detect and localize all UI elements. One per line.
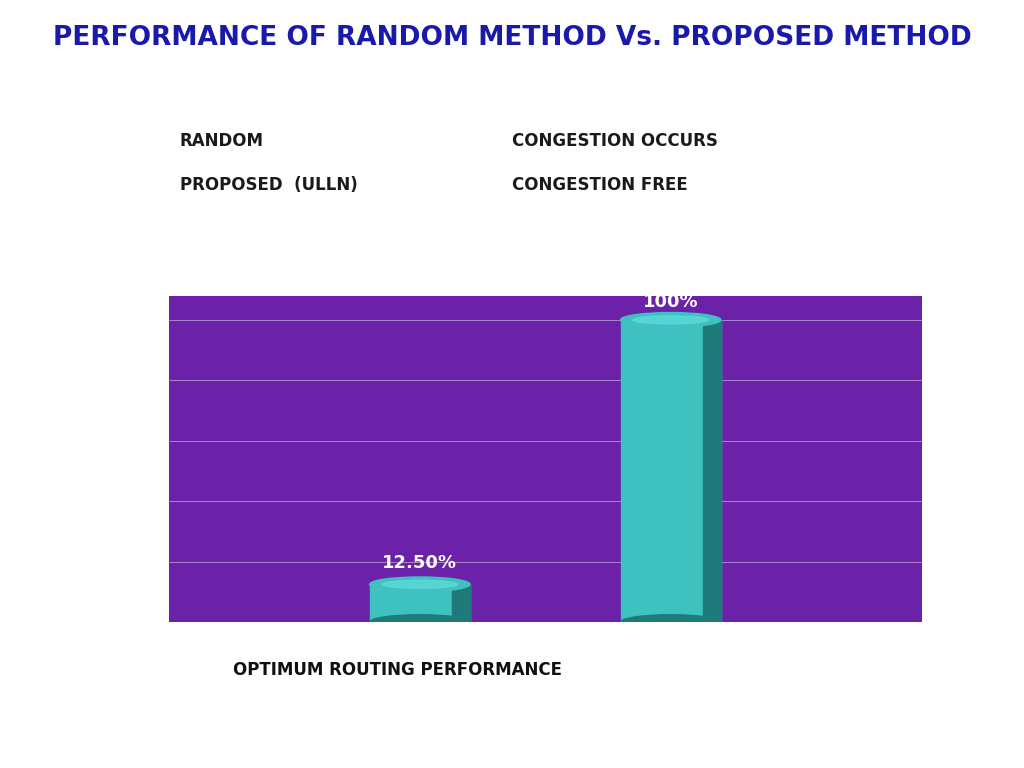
Text: CONGESTION FREE: CONGESTION FREE xyxy=(512,176,688,194)
Ellipse shape xyxy=(370,614,470,630)
Text: PROPOSED  (ULLN): PROPOSED (ULLN) xyxy=(180,176,357,194)
Text: 12.50%: 12.50% xyxy=(382,554,458,572)
Text: METHOD: METHOD xyxy=(180,88,267,106)
Text: 100%: 100% xyxy=(643,293,698,311)
Text: PERFORMANCE OF RANDOM METHOD Vs. PROPOSED METHOD: PERFORMANCE OF RANDOM METHOD Vs. PROPOSE… xyxy=(52,25,972,51)
Bar xyxy=(621,319,721,622)
Bar xyxy=(702,319,721,622)
Ellipse shape xyxy=(382,581,458,588)
Ellipse shape xyxy=(621,313,721,327)
Y-axis label: OPTIMUM ROUTING: OPTIMUM ROUTING xyxy=(55,361,73,557)
Text: RANDOM: RANDOM xyxy=(180,132,264,150)
Text: CONGESTION: CONGESTION xyxy=(512,88,645,106)
Text: OPTIMUM ROUTING PERFORMANCE: OPTIMUM ROUTING PERFORMANCE xyxy=(233,661,562,680)
Ellipse shape xyxy=(370,577,470,591)
Text: CONGESTION OCCURS: CONGESTION OCCURS xyxy=(512,132,718,150)
Ellipse shape xyxy=(633,316,709,324)
Bar xyxy=(452,584,470,622)
Ellipse shape xyxy=(621,614,721,630)
Bar xyxy=(370,584,470,622)
